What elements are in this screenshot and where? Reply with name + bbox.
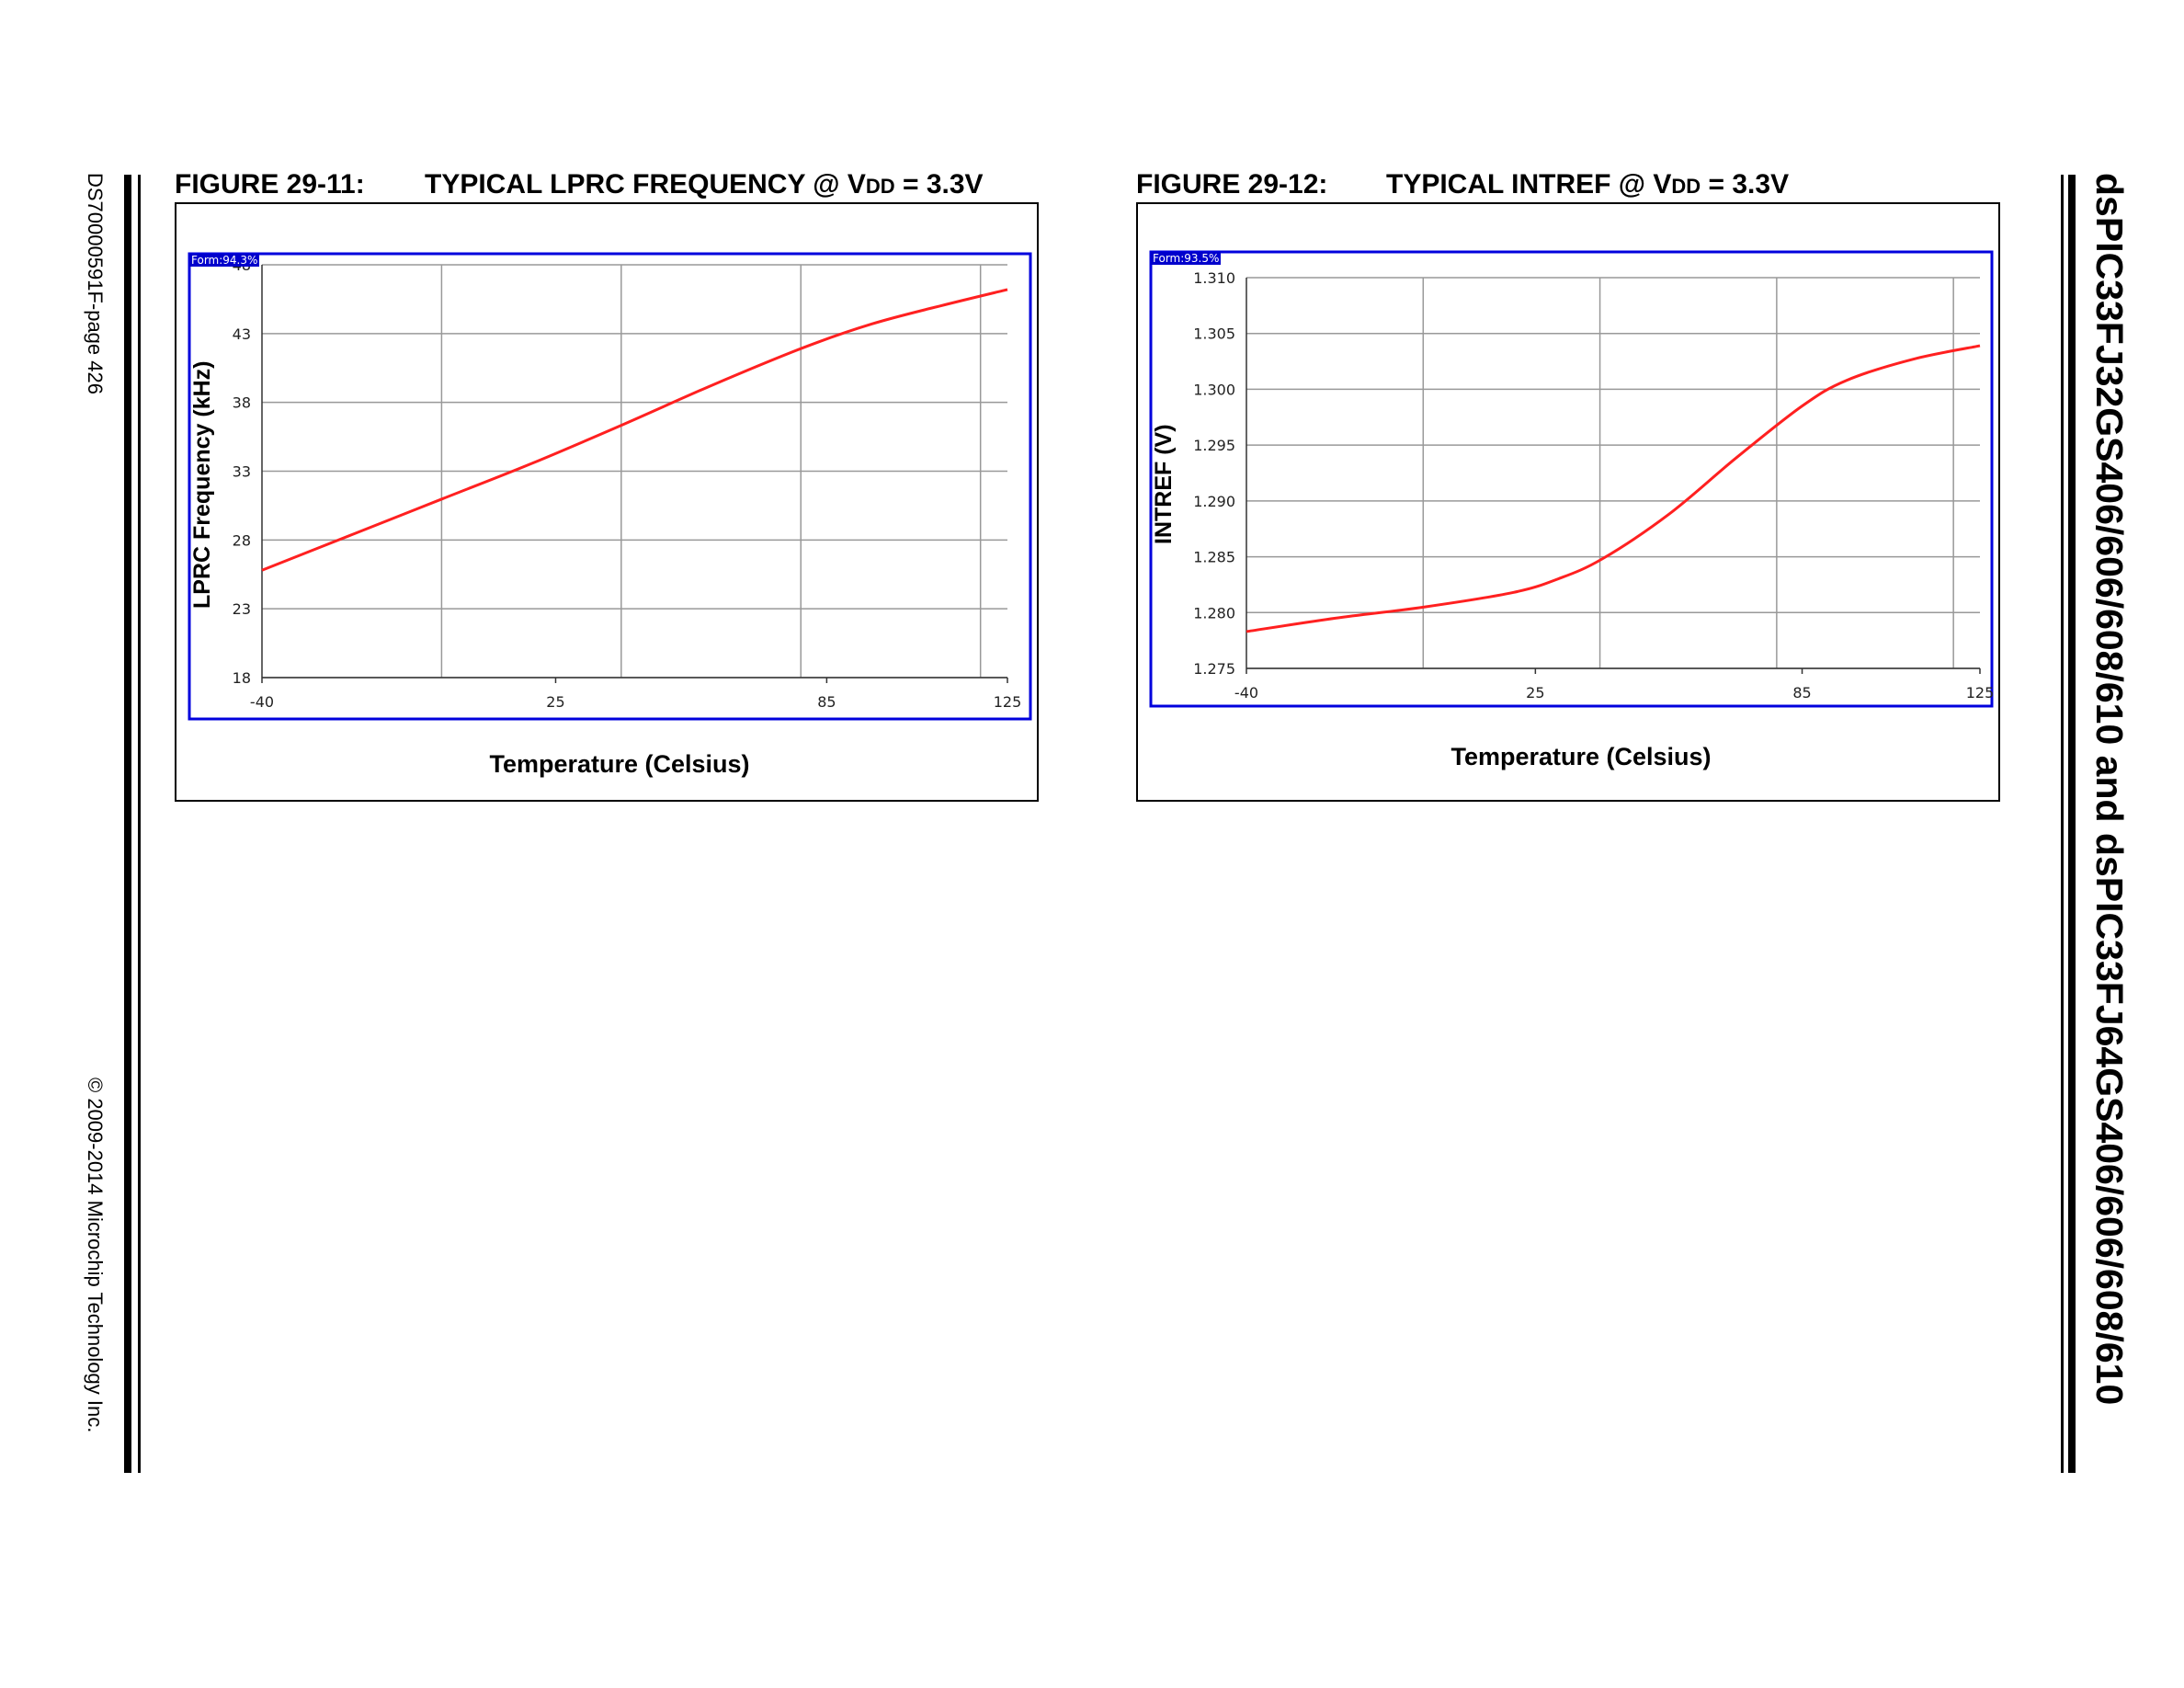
y-tick-label: 1.290 xyxy=(1193,493,1235,510)
figure-1-number: FIGURE 29-11: xyxy=(175,169,365,200)
x-tick-label: 85 xyxy=(817,693,836,711)
y-tick-label: 1.310 xyxy=(1193,269,1235,287)
y-tick-label: 1.300 xyxy=(1193,381,1235,398)
figure-2-title-prefix: TYPICAL INTREF @ V xyxy=(1386,169,1672,200)
figure-1-title: TYPICAL LPRC FREQUENCY @ VDD = 3.3V xyxy=(425,169,984,200)
series-line xyxy=(261,288,1008,572)
y-tick-label: 1.295 xyxy=(1193,437,1235,454)
figure-1-form-tag: Form:94.3% xyxy=(189,254,260,267)
doc-number: DS70000591F-page 426 xyxy=(84,173,107,394)
left-rule-thin xyxy=(138,175,141,1473)
chart-2-xlabel: Temperature (Celsius) xyxy=(1450,743,1712,770)
y-tick-label: 28 xyxy=(233,531,251,549)
chart-2: 1.275 1.280 1.285 1.290 1.295 1.300 1.305 1.310… xyxy=(1149,250,1995,708)
x-tick-label: 25 xyxy=(1526,684,1544,701)
y-tick-label: 38 xyxy=(233,394,251,412)
y-tick-label: 1.280 xyxy=(1193,604,1235,622)
figure-2-title-suffix: = 3.3V xyxy=(1701,169,1790,200)
copyright: © 2009-2014 Microchip Technology Inc. xyxy=(84,1078,107,1433)
x-tick-label: 25 xyxy=(546,693,564,711)
x-tick-label: -40 xyxy=(1234,684,1258,701)
y-tick-label: 43 xyxy=(233,325,251,343)
figure-2-title: TYPICAL INTREF @ VDD = 3.3V xyxy=(1386,169,1789,200)
figure-2-frame: 1.275 1.280 1.285 1.290 1.295 1.300 1.305 1.310… xyxy=(1136,202,2000,802)
figure-1-title-sub: DD xyxy=(865,175,895,198)
x-tick-label: 125 xyxy=(1966,684,1995,701)
chart-1-ylabel: LPRC Frequency (kHz) xyxy=(189,360,215,609)
chart-2-ylabel: INTREF (V) xyxy=(1151,424,1177,544)
figure-2-form-tag: Form:93.5% xyxy=(1151,252,1222,265)
y-tick-label: 1.305 xyxy=(1193,325,1235,343)
figure-1-title-prefix: TYPICAL LPRC FREQUENCY @ V xyxy=(425,169,866,200)
right-rule-thin xyxy=(2061,175,2064,1473)
y-tick-label: 1.275 xyxy=(1193,660,1235,678)
chart-1-xlabel: Temperature (Celsius) xyxy=(489,750,750,778)
left-rule-thick xyxy=(124,175,131,1473)
figure-2-number: FIGURE 29-12: xyxy=(1136,169,1328,200)
side-title: dsPIC33FJ32GS406/606/608/610 and dsPIC33… xyxy=(2088,173,2131,1406)
x-tick-label: -40 xyxy=(250,693,274,711)
series-line xyxy=(1246,344,1981,633)
right-rule-thick xyxy=(2068,175,2076,1473)
plot-outline-box xyxy=(1149,250,1994,708)
x-tick-label: 85 xyxy=(1792,684,1811,701)
figure-2-title-sub: DD xyxy=(1671,175,1701,198)
plot-outline-box xyxy=(188,252,1032,721)
y-tick-label: 1.285 xyxy=(1193,549,1235,566)
x-tick-label: 125 xyxy=(994,693,1022,711)
figure-1-title-suffix: = 3.3V xyxy=(894,169,984,200)
y-tick-label: 18 xyxy=(233,669,251,687)
y-tick-label: 23 xyxy=(233,600,251,618)
y-tick-label: 33 xyxy=(233,463,251,481)
